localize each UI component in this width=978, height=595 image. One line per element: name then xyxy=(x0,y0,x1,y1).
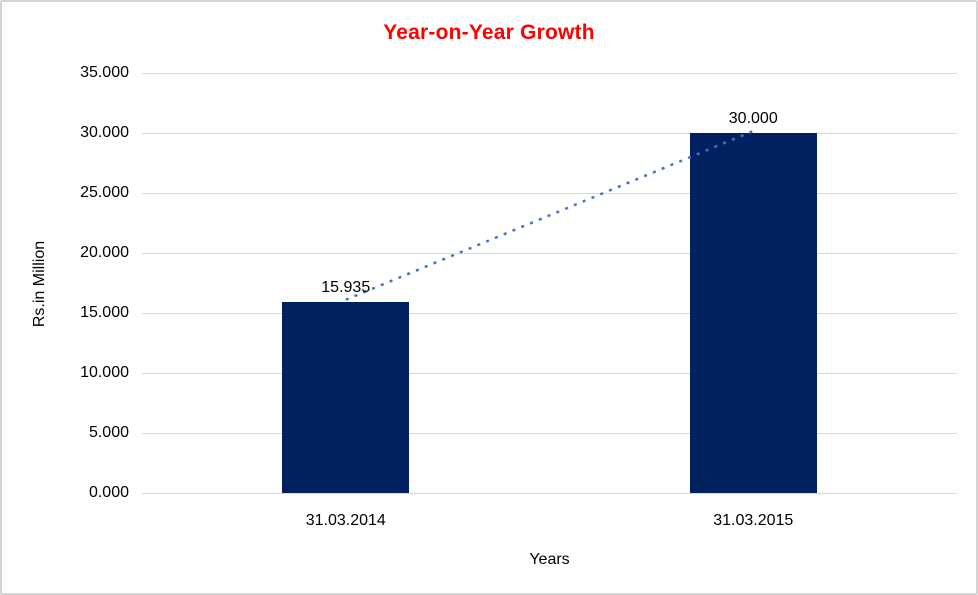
y-tick-label: 35.000 xyxy=(80,64,129,81)
x-tick-label: 31.03.2015 xyxy=(713,512,794,529)
bar xyxy=(689,133,817,493)
gridline xyxy=(142,253,957,254)
y-tick-label: 0.000 xyxy=(88,484,129,501)
x-tick-label: 31.03.2014 xyxy=(305,512,386,529)
gridline xyxy=(142,433,957,434)
y-tick-label: 5.000 xyxy=(88,424,129,441)
chart-title: Year-on-Year Growth xyxy=(383,21,595,44)
y-tick-label: 15.000 xyxy=(80,304,129,321)
bar xyxy=(282,301,410,493)
gridline xyxy=(142,313,957,314)
bar-value-label: 15.935 xyxy=(321,278,371,296)
gridline xyxy=(142,373,957,374)
y-axis-title: Rs.in Million xyxy=(31,240,48,328)
gridline xyxy=(142,133,957,134)
gridline xyxy=(142,193,957,194)
y-tick-label: 30.000 xyxy=(80,124,129,141)
y-tick-label: 10.000 xyxy=(80,364,129,381)
y-tick-label: 25.000 xyxy=(80,184,129,201)
x-axis-title: Years xyxy=(529,551,570,568)
gridline xyxy=(142,493,957,494)
gridline xyxy=(142,73,957,74)
bar-value-label: 30.000 xyxy=(728,110,778,127)
y-tick-label: 20.000 xyxy=(80,244,129,261)
